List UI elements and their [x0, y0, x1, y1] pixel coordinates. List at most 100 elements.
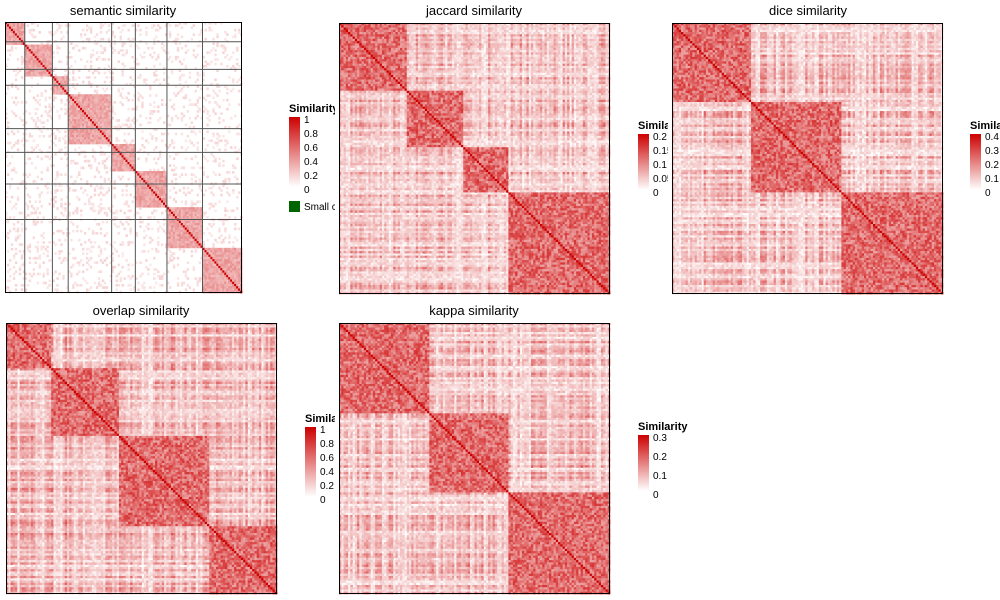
- heatmap-cell: [116, 288, 118, 291]
- heatmap-cell: [78, 49, 80, 52]
- heatmap-cell: [139, 115, 141, 118]
- heatmap-cell: [122, 103, 124, 106]
- heatmap-cell: [197, 162, 199, 165]
- heatmap-cell: [39, 266, 41, 269]
- heatmap-cell: [58, 130, 60, 133]
- heatmap-cell: [171, 259, 173, 262]
- heatmap-cell: [90, 241, 92, 244]
- heatmap-cell: [157, 158, 159, 161]
- heatmap-cell: [199, 33, 201, 36]
- heatmap-cell: [189, 286, 191, 289]
- heatmap-cell: [39, 257, 41, 260]
- heatmap-cell: [220, 189, 222, 192]
- heatmap-cell: [139, 261, 141, 264]
- heatmap-cell: [153, 65, 155, 68]
- heatmap-cell: [149, 241, 151, 244]
- heatmap-cell: [98, 194, 100, 197]
- heatmap-cell: [122, 243, 124, 246]
- heatmap-cell: [86, 282, 88, 285]
- heatmap-cell: [116, 279, 118, 282]
- heatmap-cell: [9, 187, 11, 190]
- heatmap-cell: [191, 255, 193, 258]
- heatmap-cell: [185, 194, 187, 197]
- heatmap-cell: [124, 228, 126, 231]
- heatmap-cell: [193, 33, 195, 36]
- heatmap-cell: [118, 139, 120, 142]
- heatmap-cell: [238, 103, 240, 106]
- heatmap-semantic: [5, 22, 242, 293]
- heatmap-cell: [80, 58, 82, 61]
- heatmap-cell: [220, 63, 222, 66]
- heatmap-cell: [125, 259, 127, 262]
- heatmap-cell: [11, 248, 13, 251]
- panel-title-semantic: semantic similarity: [5, 3, 241, 18]
- heatmap-cell: [106, 221, 108, 224]
- heatmap-cell: [104, 72, 106, 75]
- heatmap-cell: [169, 124, 171, 127]
- heatmap-cell: [169, 36, 171, 39]
- heatmap-cell: [238, 133, 240, 136]
- heatmap-cell: [151, 56, 153, 59]
- heatmap-cell: [43, 261, 45, 264]
- heatmap-cell: [21, 257, 23, 260]
- heatmap-cell: [214, 63, 216, 66]
- heatmap-cell: [173, 266, 175, 269]
- heatmap-cell: [163, 133, 165, 136]
- heatmap-cell: [232, 51, 234, 54]
- heatmap-cell: [58, 47, 60, 50]
- heatmap-cell: [35, 200, 37, 203]
- heatmap-cell: [120, 209, 122, 212]
- heatmap-cell: [76, 225, 78, 228]
- heatmap-cell: [238, 191, 240, 194]
- heatmap-cell: [120, 38, 122, 41]
- heatmap-cell: [147, 47, 149, 50]
- heatmap-cell: [147, 273, 149, 276]
- heatmap-cell: [157, 270, 159, 273]
- heatmap-cell: [204, 65, 206, 68]
- heatmap-cell: [84, 47, 86, 50]
- heatmap-cell: [187, 110, 189, 113]
- heatmap-cell: [56, 284, 58, 287]
- heatmap-cell: [106, 286, 108, 289]
- heatmap-cell: [157, 243, 159, 246]
- heatmap-cell: [13, 216, 15, 219]
- heatmap-cell: [48, 146, 50, 149]
- heatmap-cell: [19, 268, 21, 271]
- heatmap-cell: [122, 266, 124, 269]
- heatmap-cell: [161, 284, 163, 287]
- heatmap-cell: [116, 275, 118, 278]
- heatmap-cell: [120, 31, 122, 34]
- heatmap-cell: [131, 241, 133, 244]
- heatmap-cell: [82, 29, 84, 32]
- heatmap-cell: [124, 54, 126, 57]
- heatmap-cell: [153, 257, 155, 260]
- heatmap-cell: [222, 135, 224, 138]
- heatmap-cell: [35, 36, 37, 39]
- heatmap-cell: [218, 173, 220, 176]
- heatmap-cell: [195, 117, 197, 120]
- heatmap-cell: [64, 112, 66, 115]
- heatmap-cell: [15, 97, 17, 100]
- heatmap-cell: [96, 58, 98, 61]
- heatmap-cell: [179, 189, 181, 192]
- heatmap-cell: [206, 130, 208, 133]
- heatmap-cell: [177, 117, 179, 120]
- heatmap-cell: [120, 178, 122, 181]
- heatmap-cell: [226, 33, 228, 36]
- heatmap-cell: [37, 155, 39, 158]
- heatmap-cell: [29, 158, 31, 161]
- heatmap-cell: [46, 273, 48, 276]
- heatmap-cell: [45, 90, 47, 93]
- heatmap-cell: [127, 243, 129, 246]
- heatmap-cell: [153, 277, 155, 280]
- heatmap-cell: [171, 60, 173, 63]
- heatmap-cell: [72, 248, 74, 251]
- heatmap-cell: [78, 239, 80, 242]
- heatmap-cell: [171, 119, 173, 122]
- heatmap-cell: [64, 239, 66, 242]
- heatmap-cell: [96, 51, 98, 54]
- small-clusters-label: Small clusters: [304, 202, 335, 213]
- heatmap-cell: [41, 178, 43, 181]
- heatmap-cell: [122, 255, 124, 258]
- heatmap-cell: [222, 241, 224, 244]
